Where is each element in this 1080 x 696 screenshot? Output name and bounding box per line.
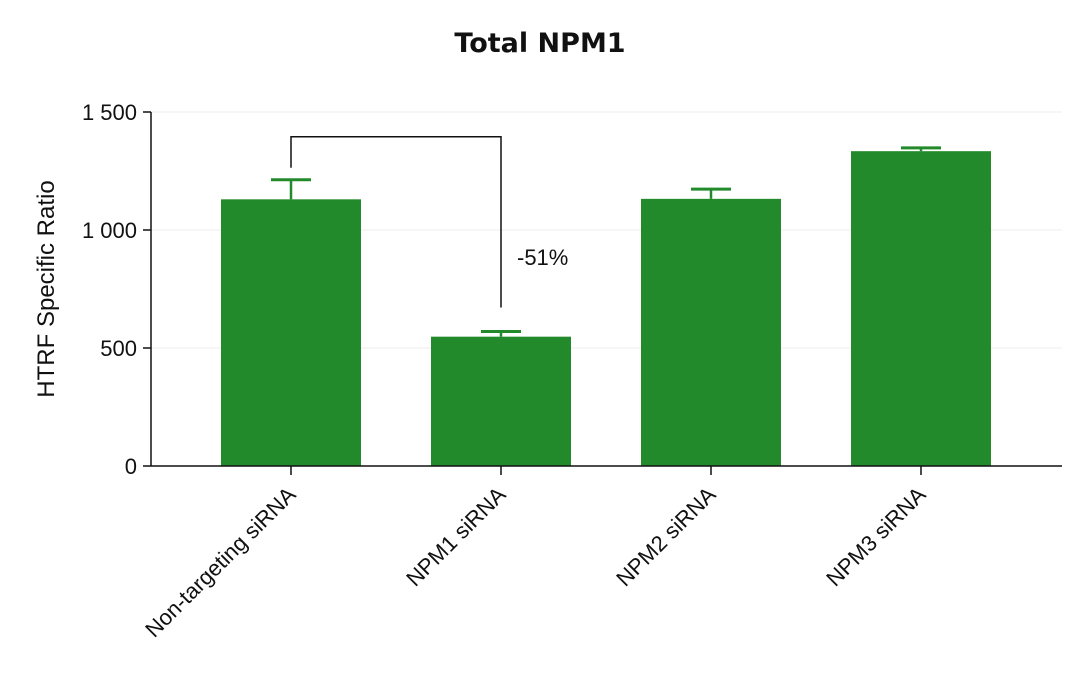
bar [641, 198, 781, 466]
x-tick-label: NPM2 siRNA [611, 482, 721, 592]
percent-change-label: -51% [517, 245, 568, 270]
x-tick-label: NPM1 siRNA [401, 482, 511, 592]
bar [431, 336, 571, 466]
x-tick-label: NPM3 siRNA [821, 482, 931, 592]
bar [221, 199, 361, 466]
comparison-bracket [290, 136, 502, 308]
chart-title: Total NPM1 [454, 28, 626, 59]
bar [851, 151, 991, 466]
y-tick-label: 0 [125, 454, 137, 479]
y-axis-label: HTRF Specific Ratio [33, 180, 60, 397]
x-tick-label: Non-targeting siRNA [140, 482, 301, 643]
y-tick-label: 1 000 [82, 218, 137, 243]
y-tick-label: 1 500 [82, 100, 137, 125]
y-tick-label: 500 [100, 336, 137, 361]
